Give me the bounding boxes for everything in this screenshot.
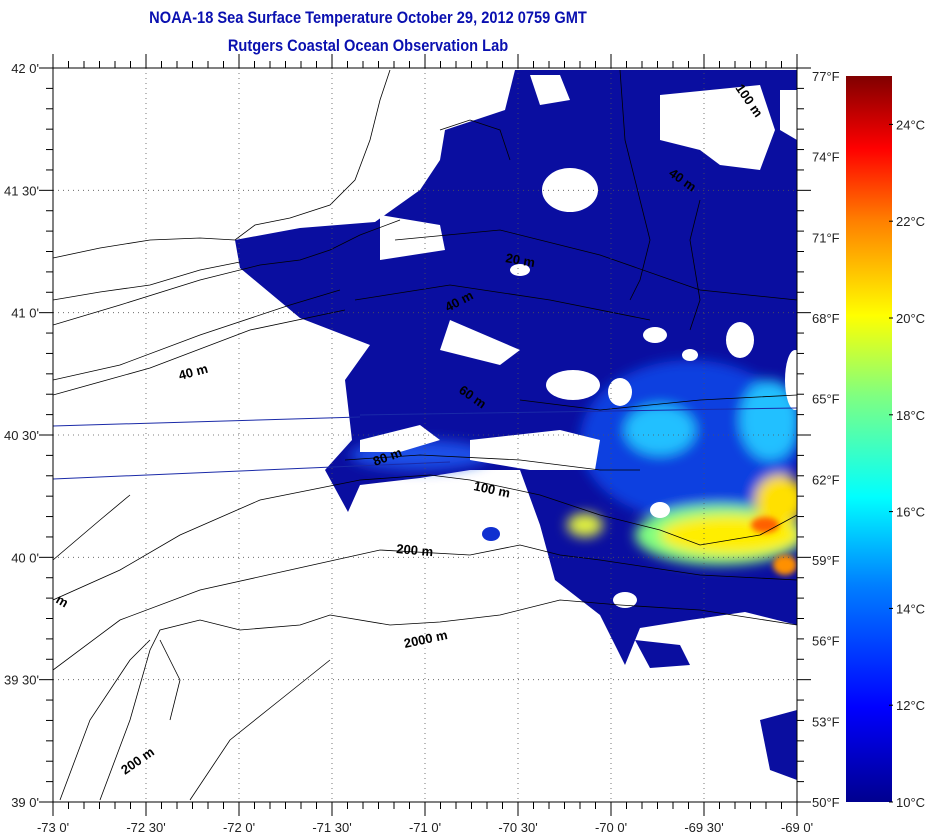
y-tick-label: 39 0' bbox=[11, 795, 39, 810]
sst-cyan-area bbox=[740, 380, 797, 460]
y-tick-label: 42 0' bbox=[11, 61, 39, 76]
fahrenheit-label: 59°F bbox=[812, 553, 840, 568]
fahrenheit-label: 53°F bbox=[812, 714, 840, 729]
contour-label: 40 m bbox=[177, 361, 210, 383]
cloud-masks bbox=[360, 75, 797, 608]
celsius-label: 18°C bbox=[896, 408, 925, 423]
sst-cyan-area bbox=[625, 405, 695, 455]
sst-cold-patch bbox=[760, 710, 797, 780]
celsius-label: 10°C bbox=[896, 795, 925, 810]
contour-label: 20 m bbox=[504, 250, 536, 270]
sst-isolated-patch bbox=[482, 527, 500, 541]
contour-label: 2000 m bbox=[403, 627, 449, 651]
colorbar-labels: 77°F 74°F 71°F 68°F 65°F 62°F 59°F 56°F 53°F 50°F… bbox=[812, 69, 925, 810]
y-tick-label: 40 0' bbox=[11, 550, 39, 565]
x-tick-label: -72 30' bbox=[126, 820, 165, 835]
graticule bbox=[53, 68, 797, 802]
x-tick-label: -69 30' bbox=[684, 820, 723, 835]
sst-warm-spot bbox=[751, 517, 779, 533]
sst-yellow-area bbox=[567, 513, 603, 537]
shipping-lanes bbox=[53, 407, 797, 480]
x-tick-label: -70 0' bbox=[595, 820, 627, 835]
sst-warm-spot bbox=[773, 555, 797, 575]
map-subtitle: Rutgers Coastal Ocean Observation Lab bbox=[227, 36, 509, 55]
fahrenheit-label: 50°F bbox=[812, 795, 840, 810]
contour-label: 200 m bbox=[118, 744, 157, 777]
x-tick-label: -69 0' bbox=[781, 820, 813, 835]
contour-label: m bbox=[54, 592, 72, 611]
fahrenheit-label: 65°F bbox=[812, 392, 840, 407]
contour-label: 200 m bbox=[396, 541, 434, 559]
x-tick-label: -71 30' bbox=[312, 820, 351, 835]
y-tick-label: 41 30' bbox=[4, 183, 39, 198]
fahrenheit-label: 77°F bbox=[812, 69, 840, 84]
y-tick-label: 41 0' bbox=[11, 306, 39, 321]
celsius-label: 12°C bbox=[896, 698, 925, 713]
x-tick-label: -73 0' bbox=[37, 820, 69, 835]
x-tick-label: -71 0' bbox=[409, 820, 441, 835]
celsius-label: 22°C bbox=[896, 214, 925, 229]
fahrenheit-label: 71°F bbox=[812, 230, 840, 245]
celsius-label: 16°C bbox=[896, 505, 925, 520]
map-axes: -73 0' -72 30' -72 0' -71 30' -71 0' -70 30' -… bbox=[4, 54, 813, 835]
celsius-label: 24°C bbox=[896, 117, 925, 132]
fahrenheit-label: 68°F bbox=[812, 311, 840, 326]
x-tick-label: -70 30' bbox=[498, 820, 537, 835]
fahrenheit-label: 74°F bbox=[812, 150, 840, 165]
celsius-label: 20°C bbox=[896, 311, 925, 326]
x-tick-label: -72 0' bbox=[223, 820, 255, 835]
bathymetry-contours bbox=[53, 229, 797, 801]
map-title: NOAA-18 Sea Surface Temperature October … bbox=[149, 8, 587, 27]
colorbar bbox=[846, 76, 892, 802]
sst-cold-patch bbox=[635, 640, 690, 668]
sst-field: 20 m 40 m 40 m 60 m 80 m 100 m 200 m 200… bbox=[53, 68, 797, 802]
coastline bbox=[53, 69, 701, 331]
y-tick-label: 39 30' bbox=[4, 673, 39, 688]
y-tick-label: 40 30' bbox=[4, 428, 39, 443]
fahrenheit-label: 56°F bbox=[812, 634, 840, 649]
fahrenheit-label: 62°F bbox=[812, 472, 840, 487]
contour-label: 100 m bbox=[472, 478, 511, 500]
celsius-label: 14°C bbox=[896, 601, 925, 616]
sst-yellow-area bbox=[755, 475, 797, 525]
